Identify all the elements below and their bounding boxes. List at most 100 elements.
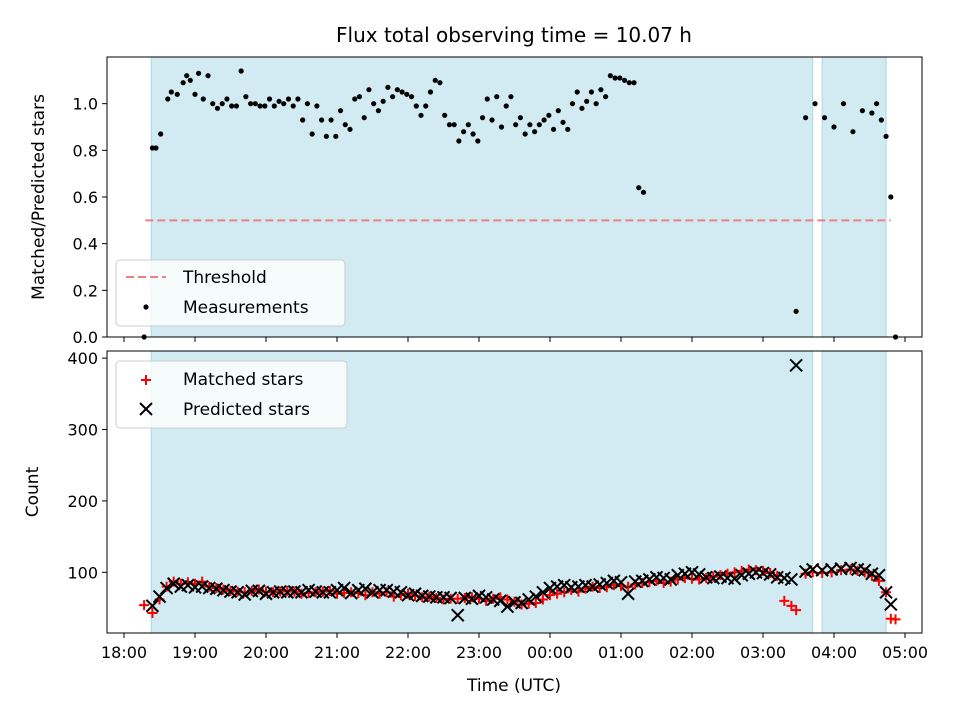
x-tick-label: 05:00 <box>882 643 928 662</box>
measurement-point <box>243 94 249 100</box>
predicted-star-point <box>763 567 777 582</box>
measurement-point <box>210 101 216 107</box>
measurement-point <box>442 112 448 118</box>
x-tick-label: 01:00 <box>598 643 644 662</box>
y-tick-label: 100 <box>67 563 98 582</box>
measurement-point <box>252 101 258 107</box>
measurement-point <box>281 101 287 107</box>
matched-star-point <box>779 595 790 606</box>
observing-window-2 <box>821 350 887 634</box>
measurement-point <box>413 103 419 109</box>
predicted-star-point <box>521 592 536 607</box>
measurement-point <box>404 91 410 97</box>
measurement-point <box>470 131 476 137</box>
measurement-point <box>352 96 358 102</box>
legend-box-top <box>115 259 346 327</box>
legend-label-measurements: Measurements <box>183 298 309 318</box>
measurement-point <box>593 101 599 107</box>
matched-star-point <box>147 608 158 619</box>
measurement-point <box>408 94 415 100</box>
predicted-star-point <box>237 587 252 602</box>
matched-star-point <box>873 575 884 586</box>
x-tick-label: 04:00 <box>811 643 857 662</box>
x-tick-label: 02:00 <box>669 643 715 662</box>
matched-star-point <box>772 570 783 581</box>
predicted-star-point <box>443 591 458 605</box>
y-tick-label: 0.4 <box>73 235 98 254</box>
y-axis-label-top: Matched/Predicted stars <box>29 94 49 300</box>
matched-star-point <box>890 614 901 625</box>
measurement-point <box>541 117 547 123</box>
measurement-point <box>337 108 344 114</box>
measurement-point <box>475 138 481 144</box>
legend-top: Threshold Measurements <box>115 259 346 327</box>
measurement-point <box>532 129 538 135</box>
measurement-point <box>621 77 628 83</box>
predicted-star-point <box>358 582 373 596</box>
legend-label-predicted: Predicted stars <box>183 400 310 420</box>
measurement-point <box>527 122 533 128</box>
measurement-point <box>356 94 363 100</box>
x-tick-label: 23:00 <box>456 643 502 662</box>
measurement-point <box>446 122 453 128</box>
matched-star-point <box>466 592 477 603</box>
measurement-point <box>361 115 367 121</box>
y-tick-label: 400 <box>67 349 98 368</box>
legend-bottom: Matched stars Predicted stars <box>115 360 348 429</box>
x-tick-label: 19:00 <box>172 643 218 662</box>
measurement-point <box>262 103 268 109</box>
y-tick-label: 300 <box>67 421 98 440</box>
measurement-point <box>598 87 604 93</box>
measurement-point <box>233 103 240 109</box>
measurement-point <box>219 101 225 107</box>
measurement-point <box>385 84 391 90</box>
y-tick-label: 200 <box>67 492 98 511</box>
measurement-point <box>257 103 263 109</box>
predicted-star-point <box>879 585 893 600</box>
y-axis-label-bottom: Count <box>23 466 43 517</box>
measurement-point <box>588 89 595 95</box>
measurement-point <box>366 87 372 93</box>
measurement-point <box>229 103 235 109</box>
measurement-point <box>840 101 847 107</box>
measurement-point <box>617 75 623 81</box>
measurement-point <box>878 117 884 123</box>
observing-window-2 <box>821 56 887 338</box>
measurement-point <box>304 101 311 107</box>
x-ticks-bottom: 18:00 19:00 20:00 21:00 22:00 23:00 00:00 01:00… <box>101 633 928 662</box>
predicted-star-point <box>858 563 872 577</box>
matched-star-point <box>324 585 335 596</box>
matched-star-point <box>197 576 208 587</box>
measurement-point <box>603 94 609 100</box>
measurement-point <box>508 94 514 100</box>
predicted-star-point <box>145 599 160 613</box>
legend-label-matched: Matched stars <box>183 370 303 390</box>
measurement-point <box>248 101 254 107</box>
measurement-point <box>399 89 405 95</box>
x-tick-label: 22:00 <box>385 643 431 662</box>
count-points <box>139 358 901 625</box>
measurement-point <box>555 108 561 114</box>
measurement-point <box>869 110 875 116</box>
predicted-star-point <box>394 585 408 600</box>
predicted-star-point <box>337 581 351 595</box>
measurement-point <box>432 77 438 83</box>
matched-star-point <box>845 564 856 575</box>
measurement-point <box>626 80 632 86</box>
measurement-point <box>546 112 552 118</box>
x-tick-label: 00:00 <box>527 643 573 662</box>
measurement-point <box>200 96 206 102</box>
matched-star-point <box>836 565 847 576</box>
x-tick-label: 20:00 <box>243 643 289 662</box>
x-axis-label: Time (UTC) <box>466 676 561 696</box>
predicted-star-point <box>166 577 181 591</box>
y-tick-label: 1.0 <box>73 95 98 114</box>
measurement-point <box>574 89 580 95</box>
predicted-star-point <box>529 589 543 604</box>
measurement-point <box>238 68 244 74</box>
predicted-star-point <box>450 608 465 622</box>
predicted-star-point <box>663 572 678 587</box>
panel-ratio: 0.0 0.2 0.4 0.6 0.8 1.0 Flux total observing … <box>29 23 923 347</box>
predicted-star-point <box>884 597 898 612</box>
measurement-point <box>323 133 329 139</box>
